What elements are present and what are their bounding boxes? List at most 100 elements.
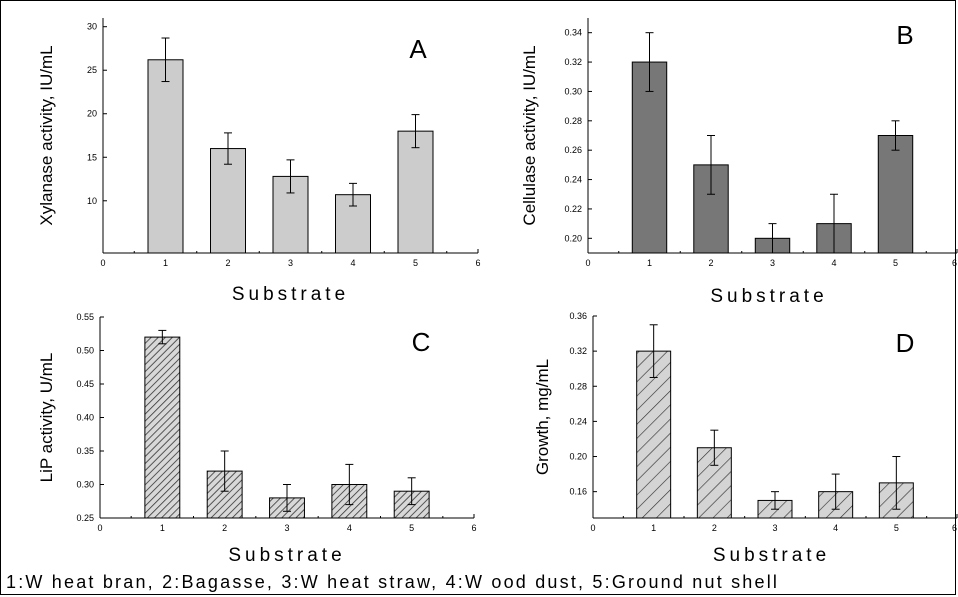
y-tick-label: 0.45 bbox=[76, 379, 94, 389]
panel-a: 0 1 2 3 4 5 6 10 15 20 25 30 A Substrate Xylanase acti… bbox=[37, 18, 481, 305]
x-tick-label: 1 bbox=[651, 523, 656, 533]
x-tick-label: 0 bbox=[590, 523, 595, 533]
x-tick-label: 3 bbox=[770, 258, 775, 268]
x-tick-label: 1 bbox=[647, 258, 652, 268]
x-tick-label: 4 bbox=[833, 523, 838, 533]
y-tick-label: 0.34 bbox=[564, 28, 582, 38]
y-tick-label: 0.32 bbox=[564, 57, 582, 67]
error-bar bbox=[649, 324, 658, 378]
x-tick-label: 5 bbox=[409, 523, 414, 533]
y-tick-label: 10 bbox=[87, 196, 97, 206]
panel-letter: C bbox=[412, 327, 431, 357]
y-tick-label: 30 bbox=[87, 22, 97, 32]
y-tick-label: 0.40 bbox=[76, 413, 94, 423]
error-bar bbox=[286, 159, 295, 194]
panel-d: 0 1 2 3 4 5 6 0.16 0.20 0.24 0.28 0.32 0.36 D Substrat… bbox=[533, 311, 958, 566]
error-bar bbox=[407, 477, 416, 506]
x-tick-label: 6 bbox=[952, 523, 957, 533]
y-tick-label: 20 bbox=[87, 109, 97, 119]
x-axis-label: Substrate bbox=[710, 286, 827, 307]
x-tick-label: 3 bbox=[284, 523, 289, 533]
x-tick-label: 2 bbox=[708, 258, 713, 268]
y-tick-label: 0.28 bbox=[564, 116, 582, 126]
x-tick-label: 2 bbox=[225, 258, 230, 268]
x-tick-label: 3 bbox=[772, 523, 777, 533]
error-bar bbox=[891, 120, 900, 151]
y-axis-label: LiP activity, U/mL bbox=[37, 353, 56, 483]
error-bar bbox=[224, 132, 232, 165]
y-tick-label: 0.16 bbox=[569, 487, 587, 497]
error-bar bbox=[831, 473, 840, 510]
error-bar bbox=[220, 450, 229, 492]
x-tick-label: 6 bbox=[475, 258, 480, 268]
bar bbox=[631, 61, 668, 254]
error-bar bbox=[892, 456, 901, 510]
x-axis-label: Substrate bbox=[232, 284, 349, 305]
bar bbox=[147, 59, 184, 254]
x-tick-label: 3 bbox=[288, 258, 293, 268]
y-tick-label: 0.30 bbox=[564, 86, 582, 96]
x-axis-label: Substrate bbox=[713, 545, 830, 566]
x-tick-label: 5 bbox=[893, 258, 898, 268]
error-bar bbox=[345, 463, 354, 506]
x-tick-label: 1 bbox=[160, 523, 165, 533]
x-tick-label: 2 bbox=[712, 523, 717, 533]
y-tick-label: 0.26 bbox=[564, 145, 582, 155]
y-tick-label: 0.20 bbox=[564, 233, 582, 243]
x-tick-label: 6 bbox=[952, 258, 957, 268]
error-bar bbox=[161, 37, 170, 83]
x-tick-label: 5 bbox=[413, 258, 418, 268]
bar bbox=[144, 336, 181, 519]
y-tick-label: 0.24 bbox=[569, 416, 587, 426]
y-axis-label: Cellulase activity, IU/mL bbox=[520, 45, 539, 225]
x-tick-label: 5 bbox=[894, 523, 899, 533]
x-tick-label: 6 bbox=[471, 523, 476, 533]
panel-letter: A bbox=[409, 34, 427, 64]
error-bar bbox=[710, 429, 719, 466]
bar bbox=[397, 130, 434, 254]
error-bar bbox=[645, 32, 654, 92]
x-tick-label: 4 bbox=[350, 258, 355, 268]
y-tick-label: 0.55 bbox=[76, 312, 94, 322]
panel-c: 0 1 2 3 4 5 6 0.25 0.30 0.35 0.40 0.45 0.50 0.55 C Subs… bbox=[37, 312, 477, 566]
y-tick-label: 0.22 bbox=[564, 204, 582, 214]
error-bar bbox=[411, 114, 420, 149]
y-tick-label: 0.24 bbox=[564, 175, 582, 185]
substrate-legend-caption: 1:W heat bran, 2:Bagasse, 3:W heat straw… bbox=[6, 572, 780, 592]
bar bbox=[210, 148, 246, 254]
error-bar bbox=[830, 193, 838, 254]
y-tick-label: 0.35 bbox=[76, 446, 94, 456]
y-axis-label: Xylanase activity, IU/mL bbox=[37, 45, 56, 225]
error-bar bbox=[707, 135, 715, 195]
x-tick-label: 0 bbox=[97, 523, 102, 533]
x-tick-label: 0 bbox=[100, 258, 105, 268]
y-tick-label: 15 bbox=[87, 152, 97, 162]
x-tick-label: 0 bbox=[585, 258, 590, 268]
y-tick-label: 0.20 bbox=[569, 452, 587, 462]
panel-letter: B bbox=[896, 20, 913, 50]
y-tick-label: 0.28 bbox=[569, 381, 587, 391]
bar bbox=[636, 350, 672, 519]
error-bar bbox=[283, 484, 291, 512]
x-tick-label: 2 bbox=[222, 523, 227, 533]
panel-letter: D bbox=[896, 328, 915, 358]
error-bar bbox=[349, 182, 357, 207]
y-tick-label: 25 bbox=[87, 65, 97, 75]
x-axis-label: Substrate bbox=[228, 545, 345, 566]
error-bar bbox=[158, 329, 167, 345]
y-tick-label: 0.25 bbox=[76, 513, 94, 523]
panel-b: 0 1 2 3 4 5 6 0.20 0.22 0.24 0.26 0.28 0.30 0.32 0.34 B… bbox=[520, 18, 958, 307]
x-tick-label: 4 bbox=[831, 258, 836, 268]
error-bar bbox=[768, 223, 777, 254]
y-tick-label: 0.36 bbox=[569, 311, 587, 321]
y-tick-label: 0.50 bbox=[76, 346, 94, 356]
y-tick-label: 0.30 bbox=[76, 480, 94, 490]
y-tick-label: 0.32 bbox=[569, 346, 587, 356]
error-bar bbox=[771, 491, 779, 510]
bar bbox=[877, 135, 914, 254]
chart-panels: 0 1 2 3 4 5 6 10 15 20 25 30 A Substrate Xylanase acti… bbox=[37, 18, 958, 566]
y-axis-label: Growth, mg/mL bbox=[533, 359, 552, 475]
x-tick-label: 4 bbox=[347, 523, 352, 533]
